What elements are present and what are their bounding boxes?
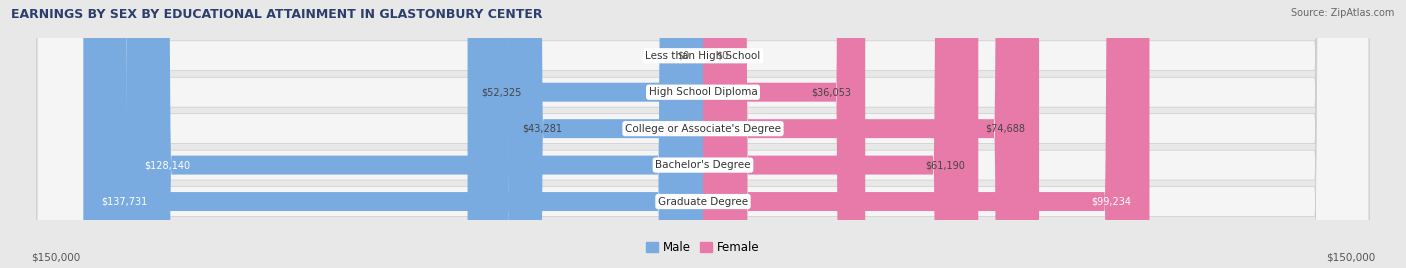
Text: $150,000: $150,000	[31, 253, 80, 263]
FancyBboxPatch shape	[37, 0, 1369, 268]
FancyBboxPatch shape	[509, 0, 703, 268]
Text: $52,325: $52,325	[481, 87, 522, 97]
Text: Bachelor's Degree: Bachelor's Degree	[655, 160, 751, 170]
Text: $36,053: $36,053	[811, 87, 852, 97]
Text: College or Associate's Degree: College or Associate's Degree	[626, 124, 780, 134]
Text: $61,190: $61,190	[925, 160, 965, 170]
FancyBboxPatch shape	[468, 0, 703, 268]
FancyBboxPatch shape	[703, 0, 979, 268]
FancyBboxPatch shape	[703, 0, 865, 268]
FancyBboxPatch shape	[127, 0, 703, 268]
FancyBboxPatch shape	[37, 0, 1369, 268]
Text: $0: $0	[717, 51, 728, 61]
Text: High School Diploma: High School Diploma	[648, 87, 758, 97]
Text: EARNINGS BY SEX BY EDUCATIONAL ATTAINMENT IN GLASTONBURY CENTER: EARNINGS BY SEX BY EDUCATIONAL ATTAINMEN…	[11, 8, 543, 21]
FancyBboxPatch shape	[703, 0, 1150, 268]
Text: $0: $0	[678, 51, 689, 61]
Text: Graduate Degree: Graduate Degree	[658, 196, 748, 207]
Text: $137,731: $137,731	[101, 196, 148, 207]
Text: $43,281: $43,281	[522, 124, 562, 134]
Text: $99,234: $99,234	[1091, 196, 1132, 207]
FancyBboxPatch shape	[37, 0, 1369, 268]
Text: Less than High School: Less than High School	[645, 51, 761, 61]
Text: $74,688: $74,688	[986, 124, 1025, 134]
FancyBboxPatch shape	[37, 0, 1369, 268]
Text: Source: ZipAtlas.com: Source: ZipAtlas.com	[1291, 8, 1395, 18]
FancyBboxPatch shape	[703, 0, 1039, 268]
Text: $150,000: $150,000	[1326, 253, 1375, 263]
Text: $128,140: $128,140	[145, 160, 191, 170]
FancyBboxPatch shape	[37, 0, 1369, 268]
Legend: Male, Female: Male, Female	[647, 241, 759, 254]
FancyBboxPatch shape	[83, 0, 703, 268]
